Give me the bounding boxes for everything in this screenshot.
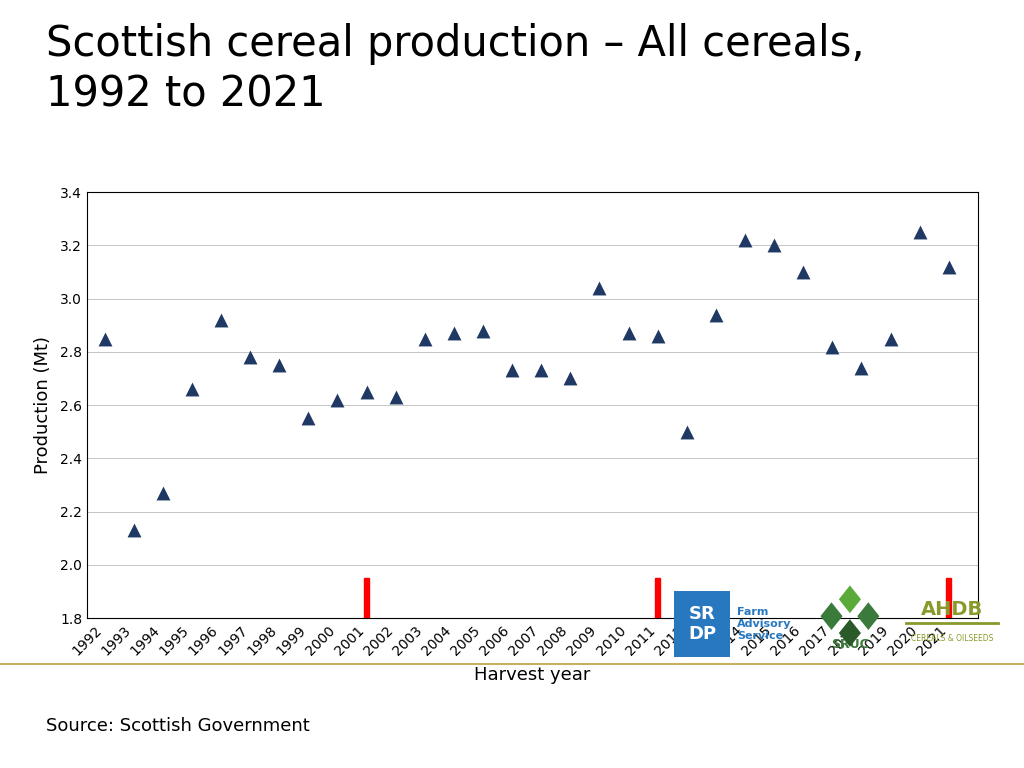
Point xyxy=(795,266,811,278)
Point xyxy=(621,327,637,339)
Point xyxy=(766,239,782,251)
Point xyxy=(125,525,141,537)
Point xyxy=(213,314,229,326)
Point xyxy=(941,260,957,273)
Point xyxy=(183,383,200,396)
Point xyxy=(271,359,288,371)
Text: AHDB: AHDB xyxy=(922,600,983,619)
Point xyxy=(504,364,520,376)
Text: SR
DP: SR DP xyxy=(688,605,716,643)
Point xyxy=(534,364,550,376)
Point xyxy=(330,394,346,406)
Point xyxy=(475,324,492,336)
Point xyxy=(300,412,316,425)
Text: Farm
Advisory
Service: Farm Advisory Service xyxy=(737,607,792,641)
Bar xyxy=(946,578,951,618)
X-axis label: Harvest year: Harvest year xyxy=(474,667,591,684)
Point xyxy=(242,351,258,363)
Text: Source: Scottish Government: Source: Scottish Government xyxy=(46,717,310,735)
Point xyxy=(911,226,928,238)
Point xyxy=(387,391,403,403)
Point xyxy=(737,233,754,246)
Bar xyxy=(364,578,370,618)
Point xyxy=(562,372,579,385)
Point xyxy=(591,282,607,294)
Point xyxy=(708,309,724,321)
Bar xyxy=(655,578,660,618)
Point xyxy=(445,327,462,339)
Point xyxy=(358,386,375,398)
Point xyxy=(824,340,841,353)
Point xyxy=(649,329,666,342)
Text: Scottish cereal production – All cereals,
1992 to 2021: Scottish cereal production – All cereals… xyxy=(46,23,864,115)
Point xyxy=(155,487,171,499)
Y-axis label: Production (Mt): Production (Mt) xyxy=(34,336,52,474)
Text: CEREALS & OILSEEDS: CEREALS & OILSEEDS xyxy=(911,634,993,643)
Point xyxy=(417,333,433,345)
Point xyxy=(853,362,869,374)
Point xyxy=(883,333,899,345)
Text: SRUC: SRUC xyxy=(831,638,868,651)
Point xyxy=(679,425,695,438)
Point xyxy=(96,333,113,345)
